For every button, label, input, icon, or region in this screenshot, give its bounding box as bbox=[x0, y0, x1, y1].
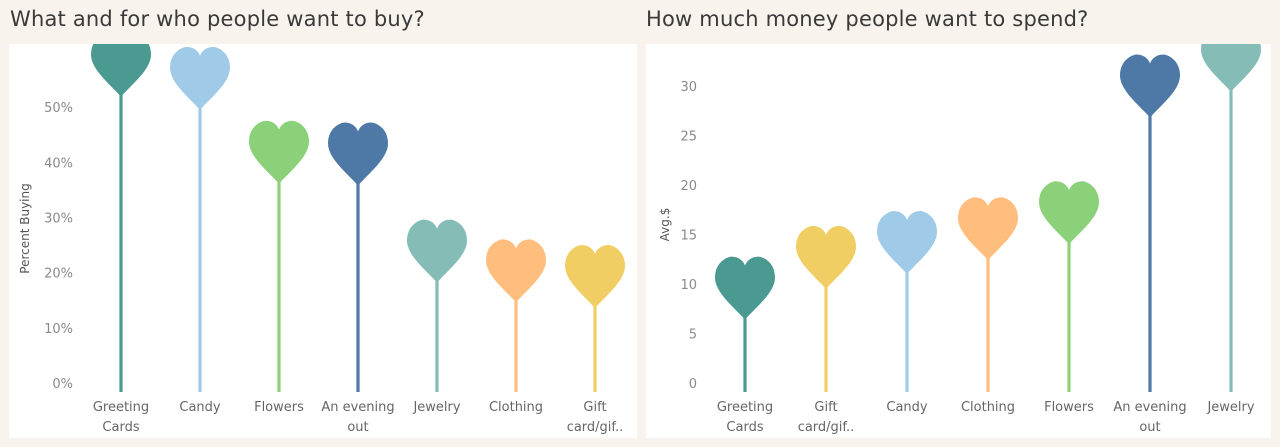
lollipop-buy-4[interactable] bbox=[407, 219, 467, 392]
y-tick-label: 50% bbox=[44, 101, 73, 116]
lollipop-buy-0[interactable] bbox=[91, 44, 151, 392]
y-tick-label: 10 bbox=[680, 278, 697, 293]
category-label: Flowers bbox=[1044, 400, 1094, 415]
lollipop-buy-6[interactable] bbox=[565, 245, 625, 392]
lollipop-spend-0[interactable] bbox=[715, 256, 775, 392]
lollipop-spend-1[interactable] bbox=[796, 225, 856, 392]
chart-title-spend: How much money people want to spend? bbox=[646, 7, 1089, 31]
y-tick-label: 30% bbox=[44, 211, 73, 226]
heart-marker bbox=[796, 225, 856, 289]
category-label: Clothing bbox=[489, 400, 543, 415]
y-tick-label: 10% bbox=[44, 322, 73, 337]
lollipop-chart-spend: Avg.$ 0 5 10 15 20 25 30 Greeting Cards Gift card/g… bbox=[658, 44, 1261, 435]
y-tick-label: 30 bbox=[680, 80, 697, 95]
lollipop-buy-1[interactable] bbox=[170, 46, 230, 392]
heart-marker bbox=[565, 245, 625, 308]
chart-panel-buy: Percent Buying 0% 10% 20% 30% 40% 50% Greeting C… bbox=[9, 44, 637, 438]
lollipop-buy-5[interactable] bbox=[486, 239, 546, 392]
y-tick-label: 15 bbox=[680, 228, 697, 243]
heart-marker bbox=[328, 122, 388, 186]
lollipop-buy-3[interactable] bbox=[328, 122, 388, 393]
y-tick-label: 5 bbox=[689, 327, 697, 342]
lollipop-spend-6[interactable] bbox=[1201, 44, 1261, 392]
lollipop-spend-4[interactable] bbox=[1039, 181, 1099, 392]
category-label: Candy bbox=[886, 400, 928, 415]
lollipop-spend-5[interactable] bbox=[1120, 54, 1180, 393]
category-label: Jewelry bbox=[1206, 400, 1254, 415]
y-tick-label: 0% bbox=[52, 377, 73, 392]
heart-marker bbox=[877, 211, 937, 274]
heart-marker bbox=[958, 197, 1018, 261]
y-tick-label: 40% bbox=[44, 156, 73, 171]
y-tick-label: 20% bbox=[44, 267, 73, 282]
category-label: An evening out bbox=[321, 400, 394, 435]
chart-title-buy: What and for who people want to buy? bbox=[10, 7, 425, 31]
heart-marker bbox=[407, 219, 467, 283]
heart-marker bbox=[715, 256, 775, 320]
y-axis-title: Avg.$ bbox=[658, 208, 672, 242]
chart-panel-spend: Avg.$ 0 5 10 15 20 25 30 Greeting Cards Gift card/g… bbox=[646, 44, 1271, 438]
y-tick-label: 0 bbox=[689, 377, 697, 392]
category-label: Greeting Cards bbox=[717, 400, 773, 435]
category-label: Gift card/gif.. bbox=[567, 400, 624, 435]
category-label: Gift card/gif.. bbox=[798, 400, 855, 435]
lollipop-buy-2[interactable] bbox=[249, 120, 309, 392]
heart-marker bbox=[1039, 181, 1099, 245]
heart-marker bbox=[486, 239, 546, 303]
y-axis-title: Percent Buying bbox=[18, 183, 32, 273]
heart-marker bbox=[1120, 54, 1180, 118]
y-tick-label: 25 bbox=[680, 129, 697, 144]
category-label: Candy bbox=[179, 400, 221, 415]
heart-marker bbox=[91, 44, 151, 97]
category-label: Greeting Cards bbox=[93, 400, 149, 435]
heart-marker bbox=[1201, 44, 1261, 92]
heart-marker bbox=[249, 120, 309, 184]
category-label: Flowers bbox=[254, 400, 304, 415]
category-label: Jewelry bbox=[412, 400, 460, 415]
lollipop-spend-3[interactable] bbox=[958, 197, 1018, 392]
lollipop-spend-2[interactable] bbox=[877, 211, 937, 392]
heart-marker bbox=[170, 46, 230, 110]
y-tick-label: 20 bbox=[680, 179, 697, 194]
category-label: An evening out bbox=[1113, 400, 1186, 435]
category-label: Clothing bbox=[961, 400, 1015, 415]
lollipop-chart-buy: Percent Buying 0% 10% 20% 30% 40% 50% Greeting C… bbox=[18, 44, 625, 435]
